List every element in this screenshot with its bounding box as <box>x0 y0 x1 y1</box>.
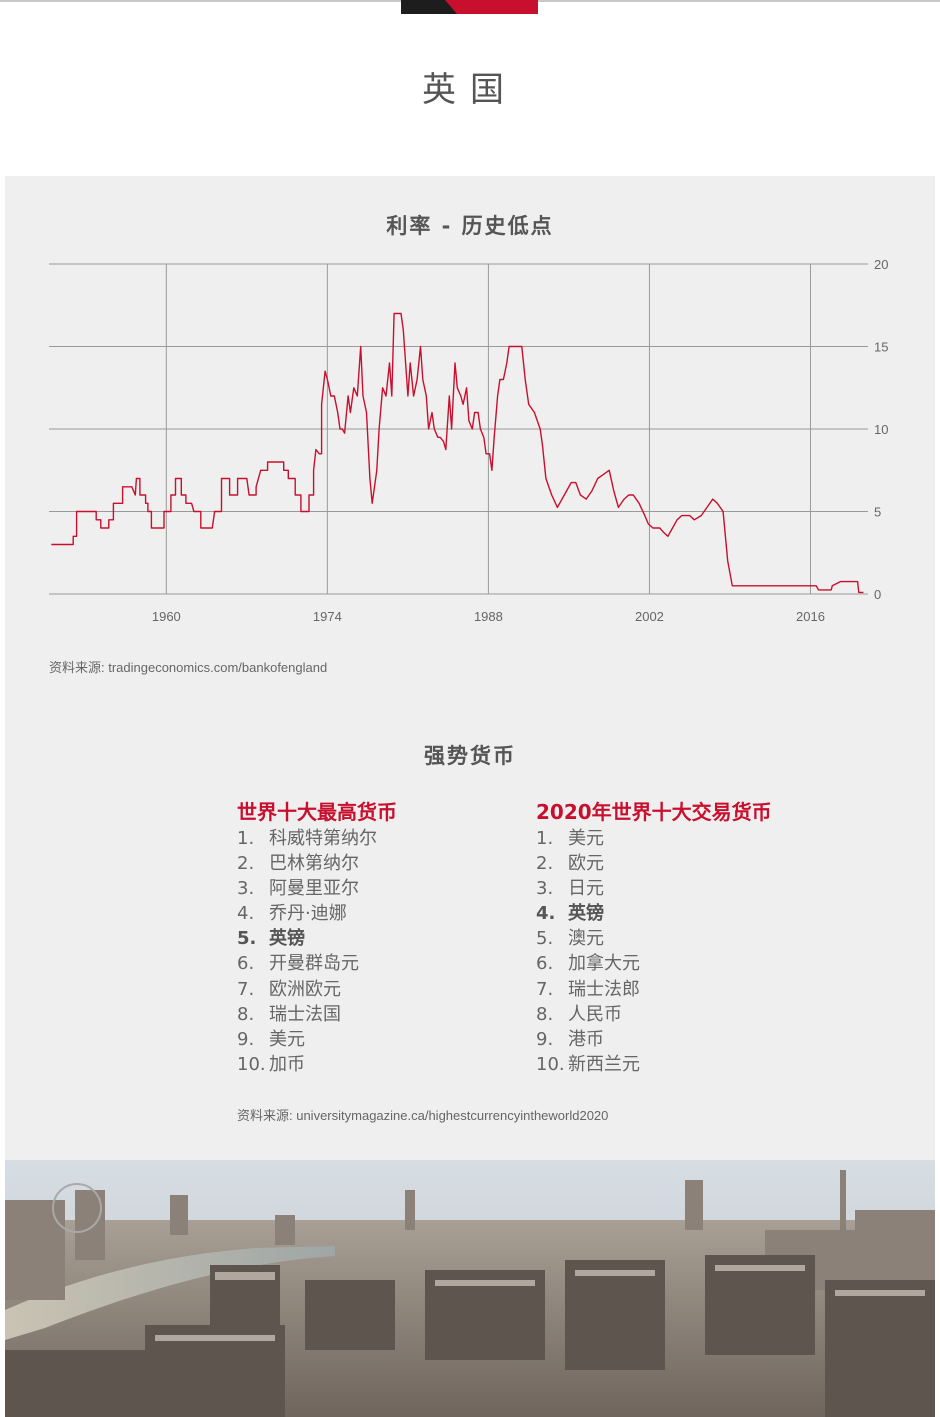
traded-currencies-column: 2020年世界十大交易货币 1. 美元 2. 欧元 3. 日元 4. 英镑 5. 澳元 6… <box>536 798 772 1077</box>
list-item: 2. 欧元 <box>536 853 604 875</box>
top-currencies-list: 1. 科威特第纳尔 2. 巴林第纳尔 3. 阿曼里亚尔 4. 乔丹·迪娜 5. 英镑 6.… <box>237 826 397 1077</box>
page-title: 英国 <box>422 70 518 110</box>
content-panel <box>5 176 935 1160</box>
x-tick-label: 2016 <box>796 609 825 624</box>
y-tick-label: 0 <box>874 587 881 602</box>
traded-currencies-list: 1. 美元 2. 欧元 3. 日元 4. 英镑 5. 澳元 6. 加拿大元 7. 瑞士法郎 8… <box>536 826 772 1077</box>
list-item: 9. 美元 <box>237 1028 305 1050</box>
y-tick-label: 20 <box>874 257 888 272</box>
list-item: 1. 科威特第纳尔 <box>237 828 377 849</box>
list-item: 10. 新西兰元 <box>536 1053 640 1075</box>
list-item: 3. 阿曼里亚尔 <box>237 878 359 900</box>
list-item: 2. 巴林第纳尔 <box>237 853 359 875</box>
currency-source: 资料来源: universitymagazine.ca/highestcurre… <box>237 1108 609 1123</box>
y-tick-label: 15 <box>874 340 888 355</box>
list-item: 8. 人民币 <box>536 1003 622 1025</box>
london-skyline-photo <box>5 1160 935 1417</box>
interest-rate-chart: 20 15 10 5 0 1960 1974 1988 2002 2016 <box>49 257 888 624</box>
traded-currencies-heading: 2020年世界十大交易货币 <box>536 800 772 824</box>
top-currencies-heading: 世界十大最高货币 <box>237 800 397 824</box>
list-item: 8. 瑞士法国 <box>237 1003 341 1025</box>
list-item-highlighted: 4. 英镑 <box>536 903 604 925</box>
list-item: 7. 欧洲欧元 <box>237 978 341 1000</box>
skyline-illustration <box>5 1160 935 1417</box>
list-item: 7. 瑞士法郎 <box>536 978 640 1000</box>
top-currencies-column: 世界十大最高货币 1. 科威特第纳尔 2. 巴林第纳尔 3. 阿曼里亚尔 4. 乔丹·迪… <box>237 798 397 1077</box>
list-item: 4. 乔丹·迪娜 <box>237 903 347 925</box>
x-tick-label: 1988 <box>474 609 503 624</box>
list-item: 3. 日元 <box>536 878 604 900</box>
x-tick-label: 1960 <box>152 609 181 624</box>
list-item: 1. 美元 <box>536 828 604 849</box>
list-item: 6. 开曼群岛元 <box>237 953 359 975</box>
y-tick-label: 5 <box>874 505 881 520</box>
interest-rate-line <box>51 312 864 594</box>
list-item: 6. 加拿大元 <box>536 953 640 975</box>
x-tick-label: 2002 <box>635 609 664 624</box>
y-tick-label: 10 <box>874 422 888 437</box>
list-item-highlighted: 5. 英镑 <box>237 928 305 950</box>
list-item: 5. 澳元 <box>536 928 604 950</box>
top-tab-red <box>445 0 538 14</box>
list-item: 9. 港币 <box>536 1028 604 1050</box>
top-tab-dark <box>401 0 457 14</box>
chart-title: 利率 - 历史低点 <box>386 214 554 238</box>
list-item: 10. 加币 <box>237 1053 305 1075</box>
chart-source: 资料来源: tradingeconomics.com/bankofengland <box>49 660 328 675</box>
x-tick-label: 1974 <box>313 609 342 624</box>
currency-section-title: 强势货币 <box>424 744 516 768</box>
